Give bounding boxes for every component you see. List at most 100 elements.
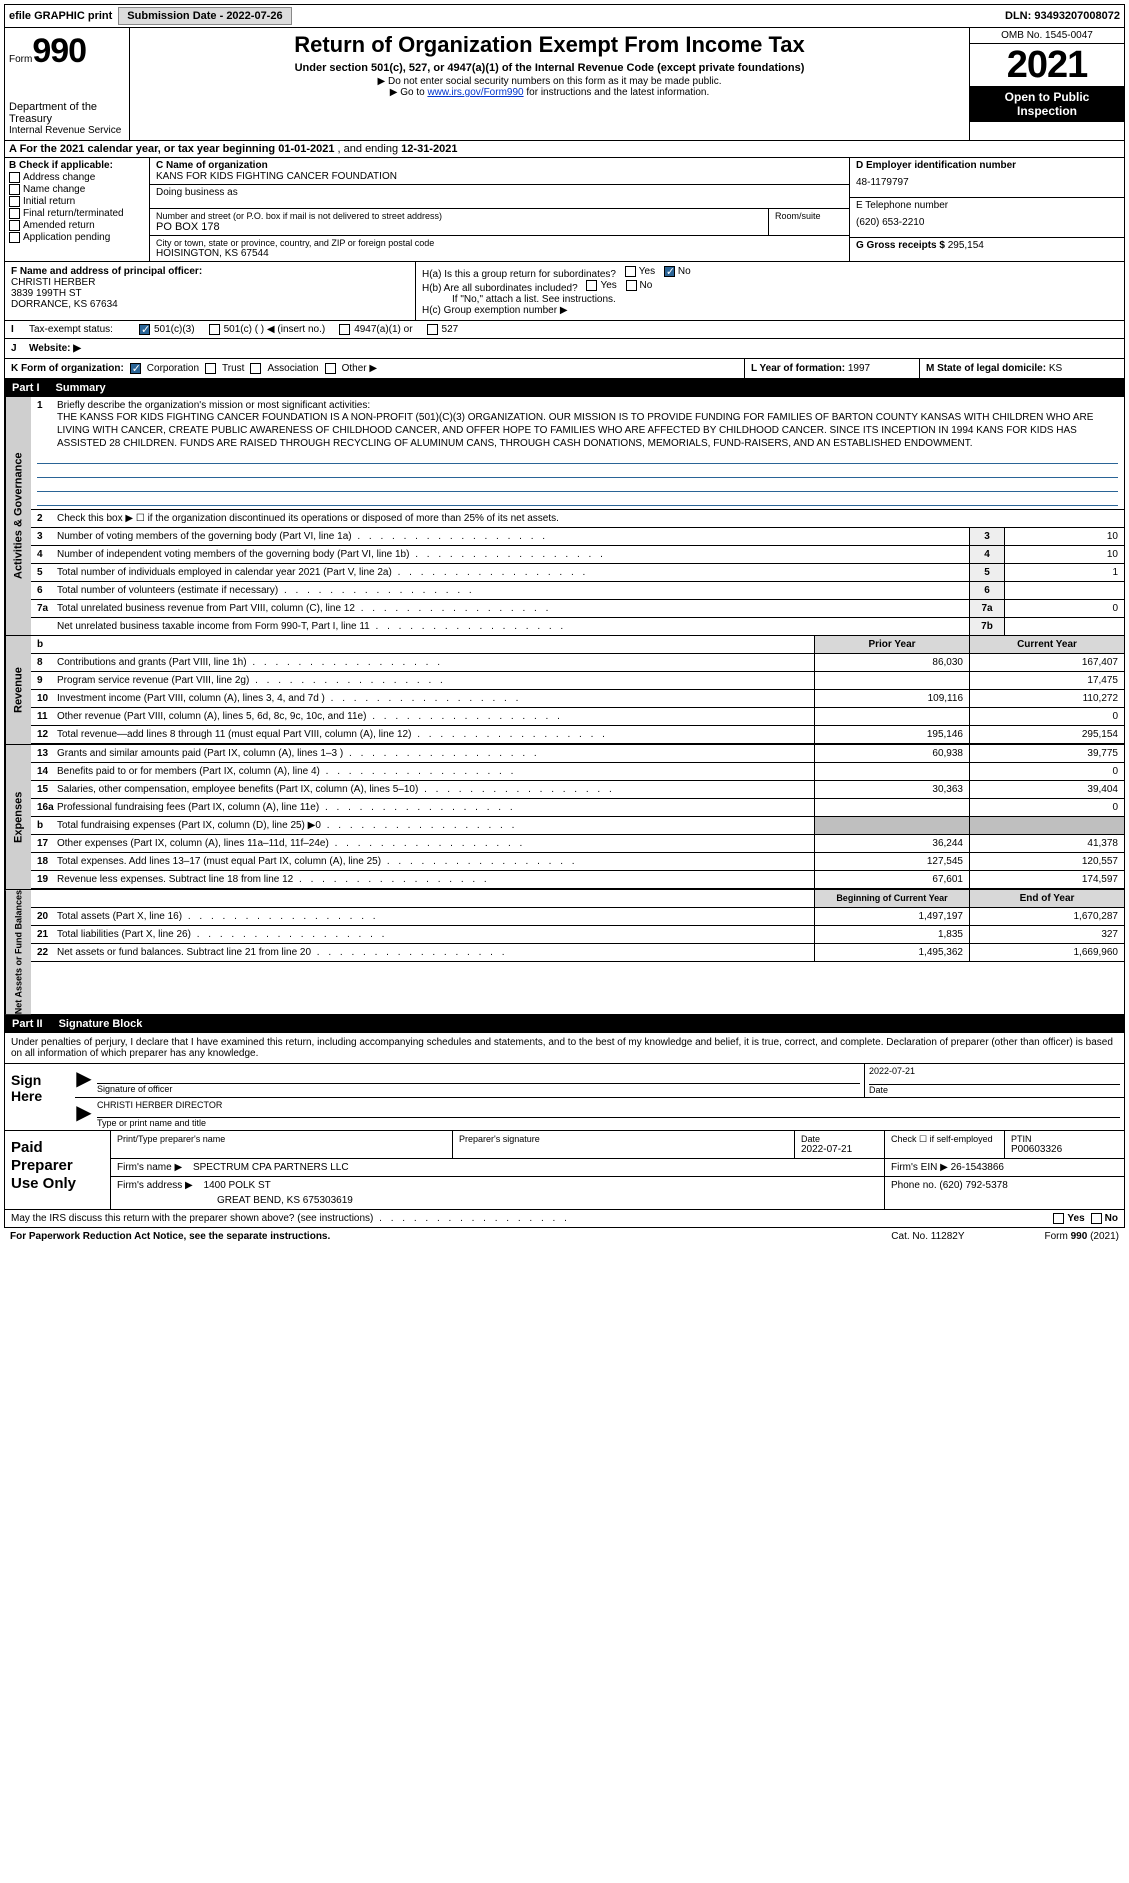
gross-value: 295,154 <box>948 240 984 251</box>
period-end: 12-31-2021 <box>401 143 457 155</box>
data-row: 22Net assets or fund balances. Subtract … <box>31 944 1124 962</box>
name-change-checkbox[interactable] <box>9 184 20 195</box>
data-row: bTotal fundraising expenses (Part IX, co… <box>31 817 1124 835</box>
4947-label: 4947(a)(1) or <box>354 324 412 335</box>
4947-checkbox[interactable] <box>339 324 350 335</box>
hc-label: H(c) Group exemption number ▶ <box>422 305 1118 316</box>
firm-addr2: GREAT BEND, KS 675303619 <box>217 1195 878 1206</box>
discuss-yes-checkbox[interactable] <box>1053 1213 1064 1224</box>
hb-no-checkbox[interactable] <box>626 280 637 291</box>
submission-date-button[interactable]: Submission Date - 2022-07-26 <box>118 7 291 25</box>
status-label: Tax-exempt status: <box>29 324 139 335</box>
data-row: 13Grants and similar amounts paid (Part … <box>31 745 1124 763</box>
527-checkbox[interactable] <box>427 324 438 335</box>
hb-yes: Yes <box>600 280 616 291</box>
period-a: A For the 2021 calendar year, or tax yea… <box>9 143 278 155</box>
other-checkbox[interactable] <box>325 363 336 374</box>
q2-label: Check this box ▶ ☐ if the organization d… <box>57 513 559 524</box>
sig-officer-label: Signature of officer <box>97 1084 860 1094</box>
blue-line <box>37 450 1118 464</box>
firm-name: SPECTRUM CPA PARTNERS LLC <box>193 1162 349 1173</box>
data-row: 20Total assets (Part X, line 16)1,497,19… <box>31 908 1124 926</box>
trust-label: Trust <box>222 363 244 374</box>
activities-tab: Activities & Governance <box>5 397 31 635</box>
tax-status-row: I Tax-exempt status: 501(c)(3) 501(c) ( … <box>4 321 1125 339</box>
501c3-checkbox[interactable] <box>139 324 150 335</box>
data-row: 11Other revenue (Part VIII, column (A), … <box>31 708 1124 726</box>
tax-period: A For the 2021 calendar year, or tax yea… <box>4 141 1125 158</box>
firm-addr1: 1400 POLK ST <box>204 1180 271 1191</box>
dba-label: Doing business as <box>156 187 843 198</box>
org-name: KANS FOR KIDS FIGHTING CANCER FOUNDATION <box>156 171 843 182</box>
hb-yes-checkbox[interactable] <box>586 280 597 291</box>
officer-city: DORRANCE, KS 67634 <box>11 299 409 310</box>
501c-checkbox[interactable] <box>209 324 220 335</box>
addr-change-checkbox[interactable] <box>9 172 20 183</box>
501c-label: 501(c) ( ) ◀ (insert no.) <box>224 324 326 335</box>
blue-line <box>37 478 1118 492</box>
self-emp: Check ☐ if self-employed <box>891 1134 998 1145</box>
gross-label: G Gross receipts $ <box>856 240 948 251</box>
part1-num: Part I <box>12 382 40 394</box>
activities-row: 3Number of voting members of the governi… <box>31 528 1124 546</box>
corp-checkbox[interactable] <box>130 363 141 374</box>
data-row: 17Other expenses (Part IX, column (A), l… <box>31 835 1124 853</box>
prep-sig-label: Preparer's signature <box>459 1134 788 1144</box>
data-row: 19Revenue less expenses. Subtract line 1… <box>31 871 1124 889</box>
tax-year: 2021 <box>970 44 1124 86</box>
trust-checkbox[interactable] <box>205 363 216 374</box>
name-title-label: Type or print name and title <box>97 1118 1120 1128</box>
col-d-right: D Employer identification number 48-1179… <box>849 158 1124 261</box>
amended-checkbox[interactable] <box>9 220 20 231</box>
period-mid: , and ending <box>338 143 402 155</box>
assoc-checkbox[interactable] <box>250 363 261 374</box>
omb-number: OMB No. 1545-0047 <box>970 28 1124 44</box>
app-pending-checkbox[interactable] <box>9 232 20 243</box>
orgname-label: C Name of organization <box>156 160 843 171</box>
final-checkbox[interactable] <box>9 208 20 219</box>
assoc-label: Association <box>267 363 318 374</box>
initial-checkbox[interactable] <box>9 196 20 207</box>
year-label: L Year of formation: <box>751 363 848 374</box>
ha-no-checkbox[interactable] <box>664 266 675 277</box>
form-footer: Form 990 (2021) <box>1045 1231 1120 1242</box>
efile-label: efile GRAPHIC print <box>9 10 112 22</box>
website-row: J Website: ▶ <box>4 339 1125 359</box>
expenses-tab: Expenses <box>5 745 31 889</box>
activities-row: 4Number of independent voting members of… <box>31 546 1124 564</box>
activities-section: Activities & Governance 1Briefly describ… <box>4 397 1125 636</box>
phone-label: E Telephone number <box>856 200 1118 211</box>
state-label: M State of legal domicile: <box>926 363 1049 374</box>
paid-phone-label: Phone no. <box>891 1180 939 1191</box>
form-number: 990 <box>32 32 86 71</box>
addr-change-label: Address change <box>23 172 95 183</box>
ha-yes-checkbox[interactable] <box>625 266 636 277</box>
final-label: Final return/terminated <box>23 208 124 219</box>
activities-row: Net unrelated business taxable income fr… <box>31 618 1124 635</box>
paid-date-label: Date <box>801 1134 878 1144</box>
org-addr: PO BOX 178 <box>156 221 762 233</box>
ein-label: D Employer identification number <box>856 160 1118 171</box>
part1-header: Part I Summary <box>4 379 1125 397</box>
prep-name-label: Print/Type preparer's name <box>117 1134 446 1144</box>
note2-post: for instructions and the latest informat… <box>524 87 710 98</box>
form-header: Form 990 Department of the Treasury Inte… <box>4 28 1125 141</box>
discuss-no-checkbox[interactable] <box>1091 1213 1102 1224</box>
data-row: 10Investment income (Part VIII, column (… <box>31 690 1124 708</box>
dln-label: DLN: 93493207008072 <box>1005 10 1120 22</box>
part2-header: Part II Signature Block <box>4 1015 1125 1033</box>
curr-header: Current Year <box>969 636 1124 653</box>
activities-row: 7aTotal unrelated business revenue from … <box>31 600 1124 618</box>
cat-no: Cat. No. 11282Y <box>891 1231 964 1242</box>
discuss-row: May the IRS discuss this return with the… <box>4 1210 1125 1228</box>
activities-row: 5Total number of individuals employed in… <box>31 564 1124 582</box>
q1-label: Briefly describe the organization's miss… <box>57 400 370 411</box>
dept-treasury: Department of the Treasury <box>9 101 125 125</box>
state-value: KS <box>1049 363 1062 374</box>
irs-link[interactable]: www.irs.gov/Form990 <box>427 87 523 98</box>
insp2: Inspection <box>1017 104 1077 118</box>
room-label: Room/suite <box>775 211 843 221</box>
data-row: 12Total revenue—add lines 8 through 11 (… <box>31 726 1124 744</box>
sig-date-label: Date <box>869 1084 1120 1095</box>
city-label: City or town, state or province, country… <box>156 238 843 248</box>
